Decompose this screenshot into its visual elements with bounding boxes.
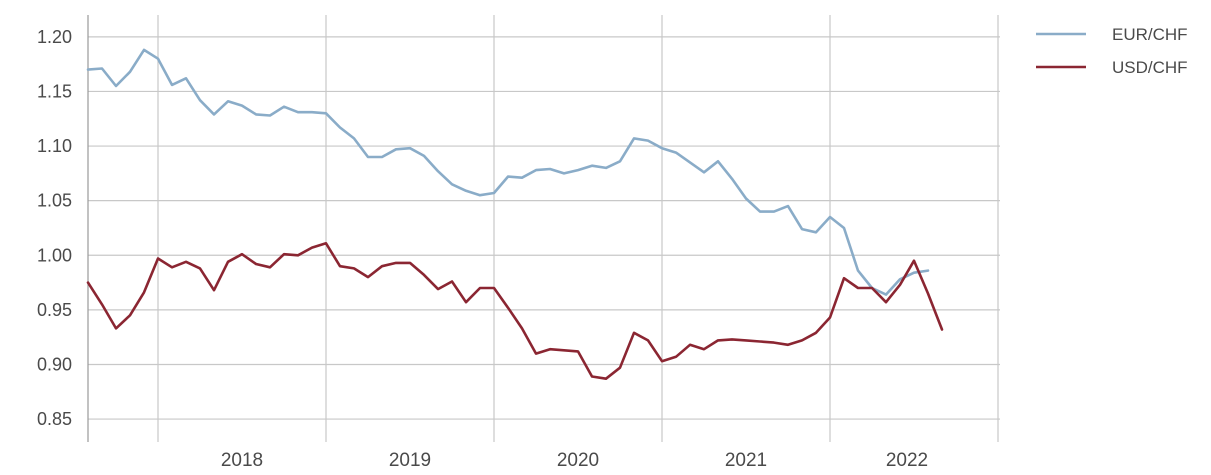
legend-label-eur-chf: EUR/CHF [1112, 25, 1188, 44]
y-tick-label: 0.85 [37, 409, 72, 429]
y-tick-label: 1.05 [37, 191, 72, 211]
x-tick-label: 2018 [221, 450, 263, 470]
y-tick-label: 1.00 [37, 245, 72, 265]
series-line-eur-chf [86, 48, 930, 296]
y-tick-label: 1.10 [37, 136, 72, 156]
legend-label-usd-chf: USD/CHF [1112, 58, 1188, 77]
y-tick-label: 1.15 [37, 81, 72, 101]
y-tick-label: 0.95 [37, 300, 72, 320]
x-tick-label: 2022 [886, 450, 928, 470]
series-line-usd-chf [86, 242, 944, 380]
y-tick-label: 1.20 [37, 27, 72, 47]
x-tick-label: 2020 [557, 450, 599, 470]
x-tick-label: 2021 [725, 450, 767, 470]
y-tick-label: 0.90 [37, 354, 72, 374]
x-tick-label: 2019 [389, 450, 431, 470]
